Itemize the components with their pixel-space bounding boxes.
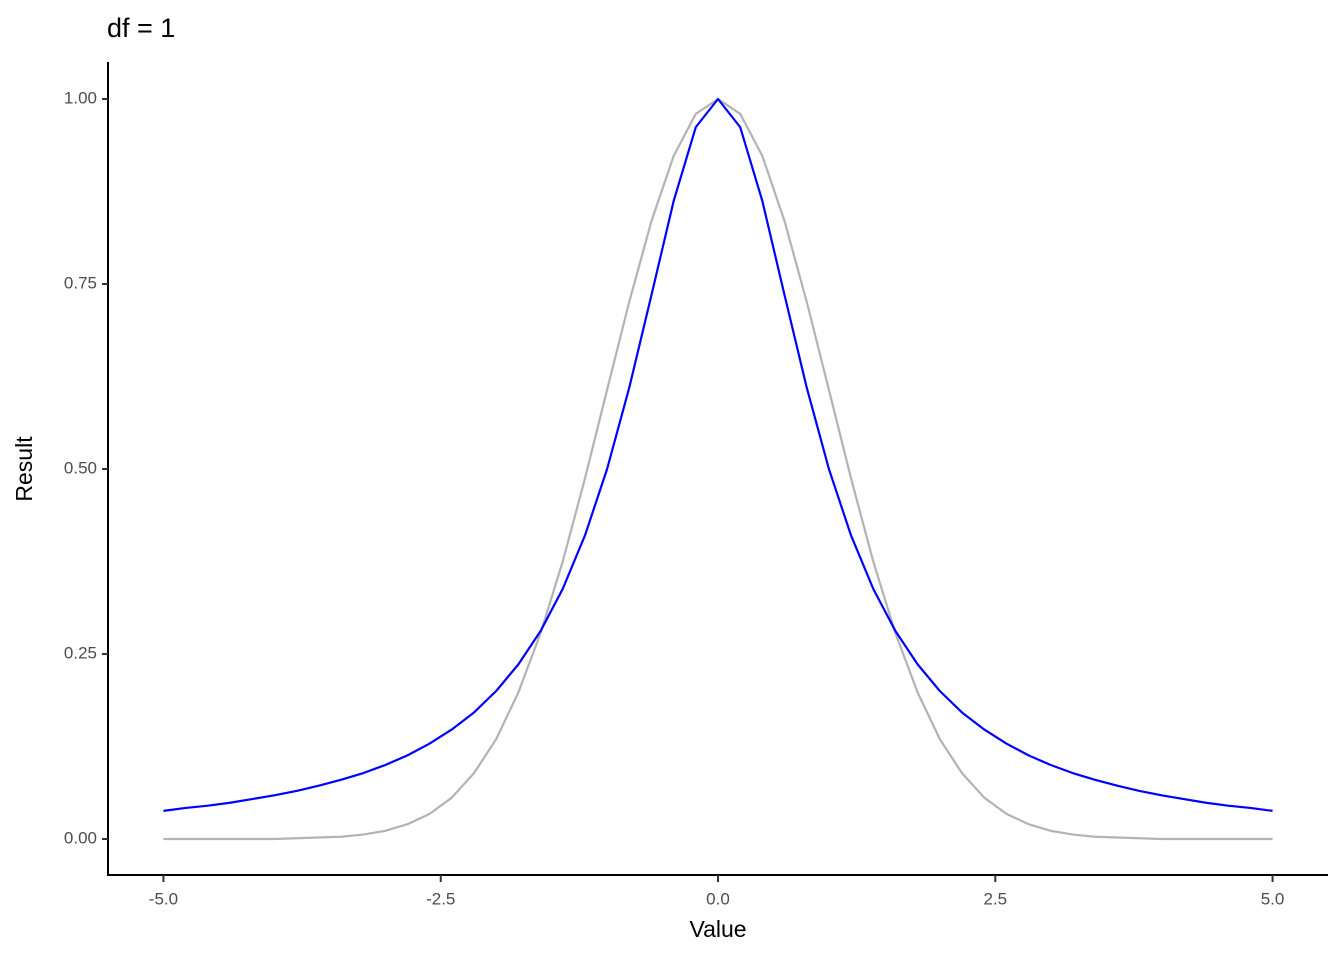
y-tick-label: 0.25	[64, 643, 97, 662]
y-tick-label: 0.00	[64, 828, 97, 847]
line-series	[163, 97, 1273, 812]
x-tick-label: 2.5	[983, 889, 1007, 908]
chart-title: df = 1	[107, 13, 175, 43]
y-tick-label: 0.75	[64, 273, 97, 292]
line-series	[163, 97, 1273, 841]
x-axis-label: Value	[689, 916, 746, 942]
x-tick-label: 0.0	[706, 889, 730, 908]
x-tick-label: -2.5	[426, 889, 455, 908]
x-tick-label: -5.0	[149, 889, 178, 908]
y-tick-label: 0.50	[64, 458, 97, 477]
x-tick-label: 5.0	[1261, 889, 1285, 908]
y-axis-label: Result	[11, 436, 37, 502]
y-tick-label: 1.00	[64, 88, 97, 107]
